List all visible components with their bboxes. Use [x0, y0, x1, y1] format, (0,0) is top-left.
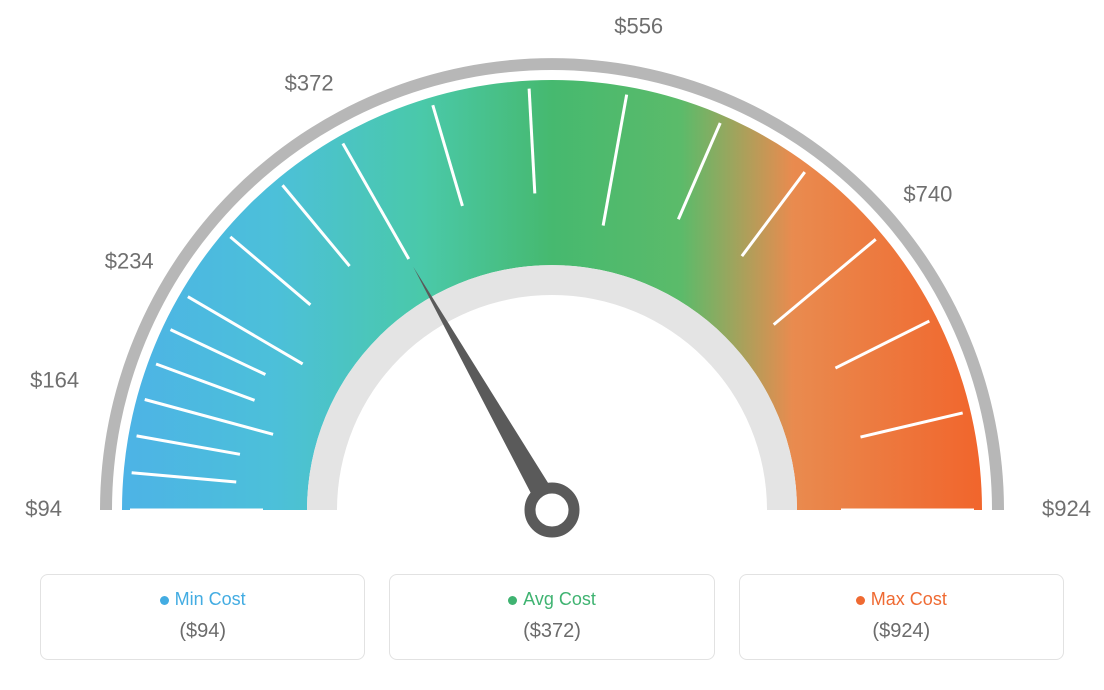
legend-card-avg: Avg Cost ($372): [389, 574, 714, 660]
gauge-chart: $94 $164 $234 $372 $556 $740 $924: [0, 0, 1104, 560]
legend-value: ($924): [750, 620, 1053, 643]
gauge-svg: $94 $164 $234 $372 $556 $740 $924: [0, 0, 1104, 560]
legend-card-max: Max Cost ($924): [739, 574, 1064, 660]
legend-title-text: Max Cost: [871, 589, 947, 609]
gauge-tick-label: $740: [903, 182, 952, 207]
legend-dot-icon: [508, 596, 517, 605]
legend-title-text: Avg Cost: [523, 589, 596, 609]
gauge-tick-label: $234: [105, 248, 154, 273]
legend-dot-icon: [160, 596, 169, 605]
legend-title: Max Cost: [750, 589, 1053, 610]
legend-title: Avg Cost: [400, 589, 703, 610]
legend-dot-icon: [856, 596, 865, 605]
legend-value: ($372): [400, 620, 703, 643]
gauge-tick-label: $556: [614, 14, 663, 39]
legend-title: Min Cost: [51, 589, 354, 610]
legend-card-min: Min Cost ($94): [40, 574, 365, 660]
legend-value: ($94): [51, 620, 354, 643]
legend-title-text: Min Cost: [175, 589, 246, 609]
gauge-tick-label: $164: [30, 368, 79, 393]
gauge-tick-label: $372: [285, 70, 334, 95]
gauge-needle-hub: [530, 488, 574, 532]
gauge-tick-label: $924: [1042, 496, 1091, 521]
legend-row: Min Cost ($94) Avg Cost ($372) Max Cost ($924…: [40, 574, 1064, 660]
gauge-tick-label: $94: [25, 496, 62, 521]
cost-gauge-container: $94 $164 $234 $372 $556 $740 $924 Min Cost ($94…: [0, 0, 1104, 690]
